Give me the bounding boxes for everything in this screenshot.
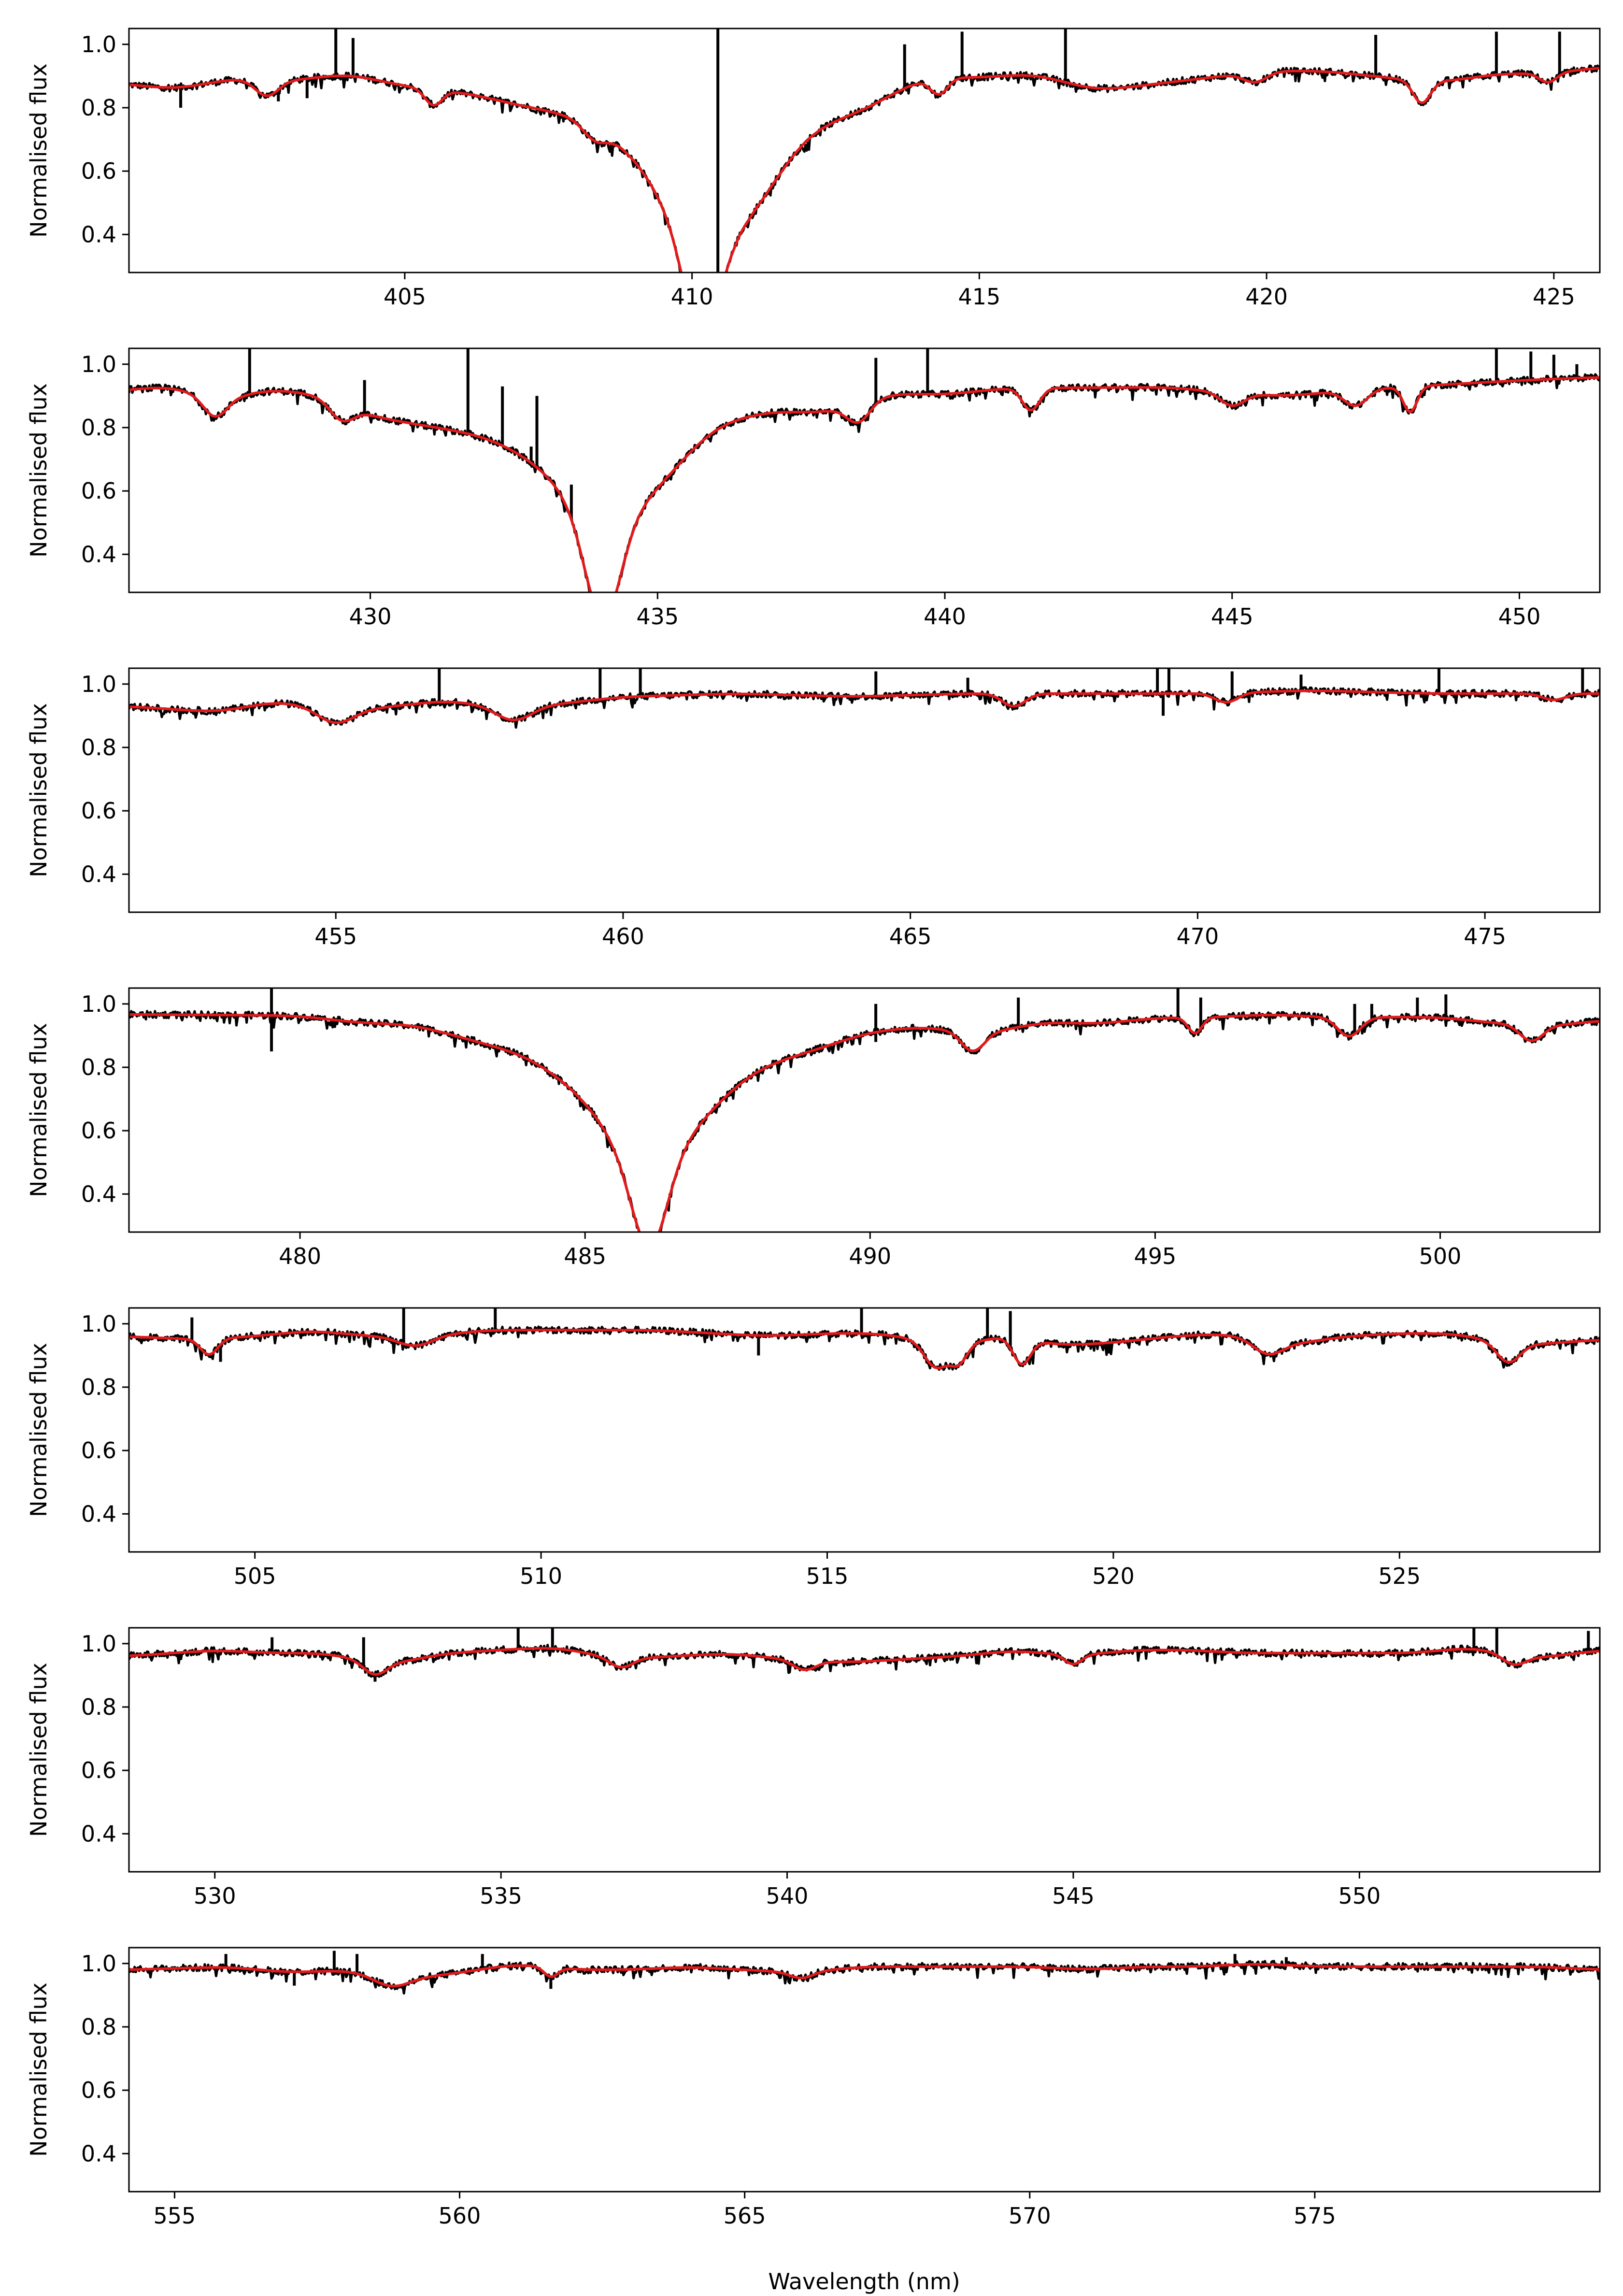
panels: 405 410 415 420 425 0.4 0.6 0.8 1.0 Normalised fl… (26, 28, 1601, 2229)
y-tick-label: 0.6 (81, 1757, 116, 1783)
spectrum-panel-6: 530 535 540 545 550 0.4 0.6 0.8 1.0 Normalised fl… (26, 1627, 1601, 1909)
y-tick-label: 0.8 (81, 95, 116, 121)
y-axis-label: Normalised flux (26, 63, 52, 238)
x-tick-label: 565 (724, 2203, 766, 2229)
x-tick-label: 470 (1176, 923, 1219, 949)
y-tick-label: 1.0 (81, 991, 116, 1017)
x-tick-label: 540 (766, 1883, 809, 1909)
x-tick-label: 510 (520, 1563, 562, 1589)
model-spectrum-line (129, 1963, 1600, 1988)
y-tick-label: 1.0 (81, 31, 116, 57)
x-tick-label: 500 (1419, 1243, 1462, 1269)
y-axis-label: Normalised flux (26, 1343, 52, 1517)
spectrum-panel-1: 405 410 415 420 425 0.4 0.6 0.8 1.0 Normalised fl… (26, 28, 1601, 310)
y-axis-label: Normalised flux (26, 1023, 52, 1197)
y-axis-label: Normalised flux (26, 1982, 52, 2157)
x-tick-label: 490 (849, 1243, 891, 1269)
y-tick-label: 1.0 (81, 351, 116, 377)
y-tick-label: 0.8 (81, 415, 116, 441)
x-tick-label: 550 (1338, 1883, 1381, 1909)
model-spectrum-line (129, 1329, 1600, 1370)
y-tick-label: 0.4 (81, 1501, 116, 1527)
y-tick-label: 0.4 (81, 1821, 116, 1847)
model-spectrum-line (129, 376, 1600, 592)
x-tick-label: 410 (671, 284, 713, 310)
y-axis-label: Normalised flux (26, 1663, 52, 1837)
y-tick-label: 0.4 (81, 541, 116, 567)
model-spectrum-line (129, 689, 1600, 724)
y-tick-label: 0.8 (81, 1374, 116, 1400)
x-tick-label: 530 (194, 1883, 236, 1909)
y-tick-label: 0.8 (81, 1054, 116, 1080)
y-tick-label: 0.6 (81, 158, 116, 184)
x-tick-label: 420 (1245, 284, 1288, 310)
y-axis-label: Normalised flux (26, 383, 52, 558)
x-tick-label: 425 (1533, 284, 1575, 310)
x-tick-label: 545 (1052, 1883, 1095, 1909)
x-tick-label: 535 (480, 1883, 522, 1909)
x-tick-label: 455 (314, 923, 357, 949)
y-tick-label: 1.0 (81, 1311, 116, 1337)
x-tick-label: 495 (1134, 1243, 1177, 1269)
y-tick-label: 0.4 (81, 1181, 116, 1207)
spectrum-panel-4: 480 485 490 495 500 0.4 0.6 0.8 1.0 Normalised fl… (26, 987, 1601, 1269)
y-tick-label: 0.8 (81, 2014, 116, 2040)
y-tick-label: 0.4 (81, 861, 116, 887)
y-tick-label: 0.6 (81, 1437, 116, 1464)
x-tick-label: 460 (602, 923, 644, 949)
y-tick-label: 1.0 (81, 671, 116, 697)
spectrum-panel-2: 430 435 440 445 450 0.4 0.6 0.8 1.0 Normalised fl… (26, 347, 1601, 630)
y-tick-label: 0.6 (81, 478, 116, 504)
axes-frame (128, 1627, 1601, 1873)
y-tick-label: 1.0 (81, 1631, 116, 1657)
y-tick-label: 0.4 (81, 2140, 116, 2167)
spectrum-panel-3: 455 460 465 470 475 0.4 0.6 0.8 1.0 Normalised fl… (26, 667, 1601, 949)
x-tick-label: 520 (1092, 1563, 1135, 1589)
spectrum-panel-5: 505 510 515 520 525 0.4 0.6 0.8 1.0 Normalised fl… (26, 1307, 1601, 1589)
x-tick-label: 485 (564, 1243, 606, 1269)
x-tick-label: 505 (234, 1563, 276, 1589)
x-axis-label: Wavelength (nm) (768, 2268, 960, 2295)
x-tick-label: 515 (806, 1563, 849, 1589)
y-axis-label: Normalised flux (26, 703, 52, 877)
x-tick-label: 525 (1378, 1563, 1421, 1589)
x-tick-label: 415 (958, 284, 1000, 310)
y-tick-label: 1.0 (81, 1951, 116, 1977)
spectrum-panel-7: 555 560 565 570 575 0.4 0.6 0.8 1.0 Normalised fl… (26, 1947, 1601, 2229)
x-tick-label: 575 (1294, 2203, 1336, 2229)
y-tick-label: 0.8 (81, 1694, 116, 1720)
y-tick-label: 0.4 (81, 221, 116, 247)
x-tick-label: 570 (1009, 2203, 1051, 2229)
x-tick-label: 560 (439, 2203, 481, 2229)
model-spectrum-line (129, 1013, 1600, 1232)
x-tick-label: 480 (279, 1243, 321, 1269)
model-spectrum-line (129, 67, 1600, 273)
y-tick-label: 0.6 (81, 2077, 116, 2103)
axes-frame (128, 28, 1601, 273)
y-tick-label: 0.6 (81, 1118, 116, 1144)
x-tick-label: 475 (1464, 923, 1506, 949)
x-tick-label: 440 (924, 603, 966, 630)
x-tick-label: 465 (889, 923, 932, 949)
axes-frame (128, 347, 1601, 593)
x-tick-label: 430 (349, 603, 392, 630)
x-tick-label: 445 (1211, 603, 1253, 630)
x-tick-label: 405 (384, 284, 426, 310)
x-tick-label: 435 (636, 603, 679, 630)
y-tick-label: 0.8 (81, 734, 116, 761)
axes-frame (128, 1307, 1601, 1553)
x-tick-label: 555 (154, 2203, 196, 2229)
y-tick-label: 0.6 (81, 798, 116, 824)
axes-frame (128, 987, 1601, 1233)
axes-frame (128, 1947, 1601, 2193)
x-tick-label: 450 (1498, 603, 1541, 630)
model-spectrum-line (129, 1647, 1600, 1676)
axes-frame (128, 667, 1601, 913)
